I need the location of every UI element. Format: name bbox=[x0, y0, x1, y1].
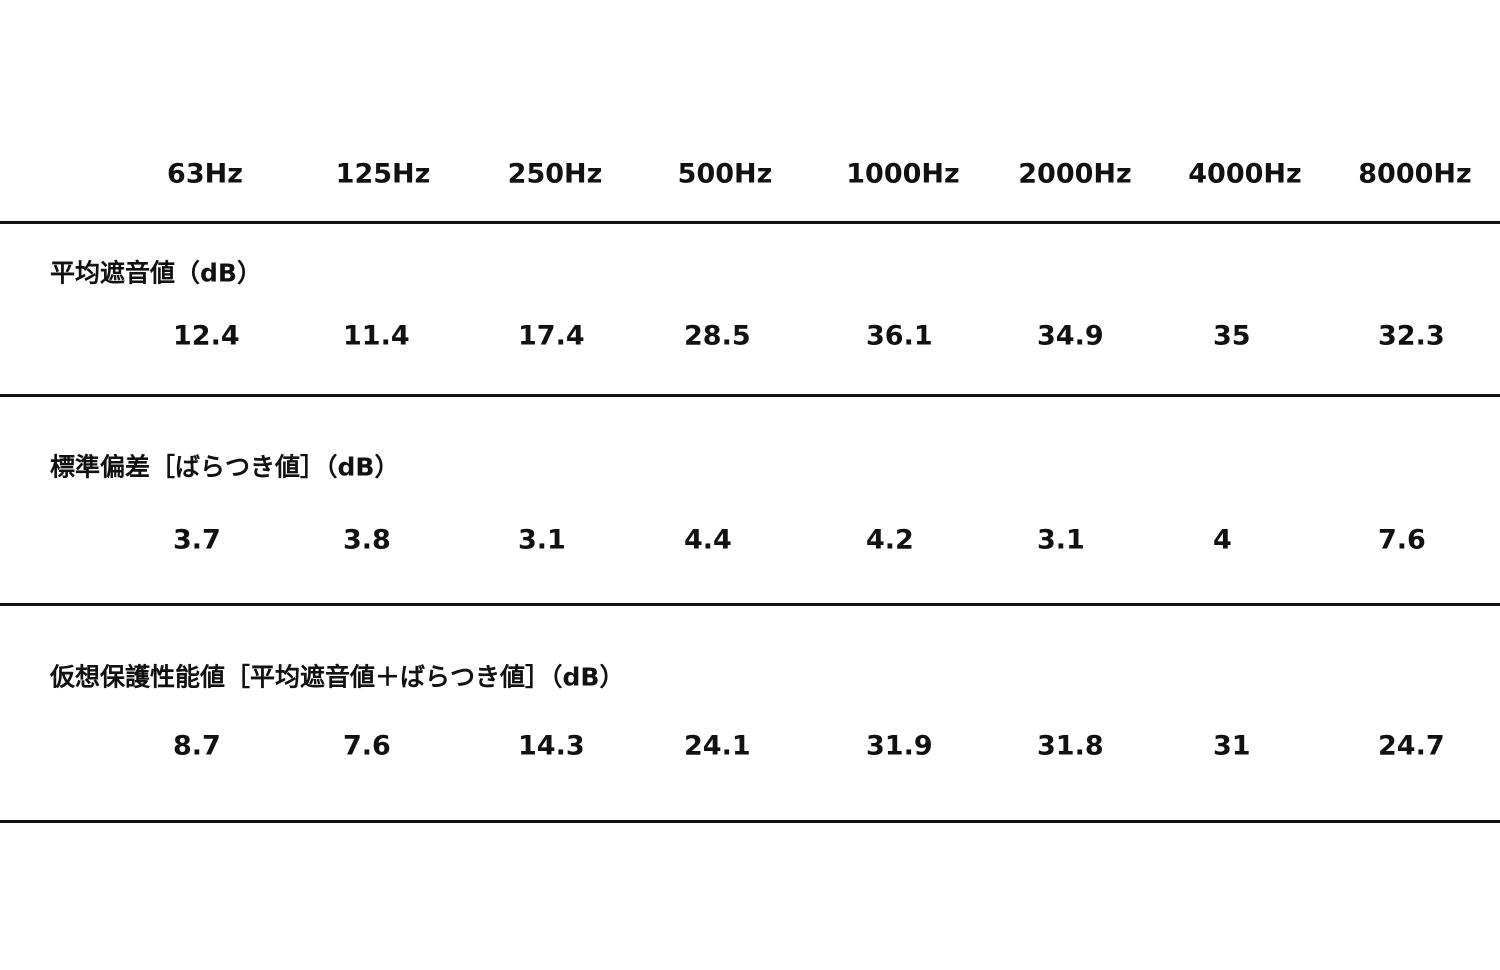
cell-value: 4.2 bbox=[866, 524, 914, 556]
cell-value: 14.3 bbox=[518, 730, 585, 762]
cell-value: 8.7 bbox=[173, 730, 221, 762]
column-header: 8000Hz bbox=[1358, 158, 1472, 190]
column-header: 4000Hz bbox=[1188, 158, 1302, 190]
column-header: 250Hz bbox=[507, 158, 603, 190]
cell-value: 31 bbox=[1213, 730, 1251, 762]
row-label: 標準偏差［ばらつき値］（dB） bbox=[50, 452, 400, 482]
cell-value: 3.8 bbox=[343, 524, 391, 556]
row-label: 平均遮音値（dB） bbox=[50, 258, 262, 288]
cell-value: 4 bbox=[1213, 524, 1232, 556]
cell-value: 24.7 bbox=[1378, 730, 1445, 762]
row-divider bbox=[0, 221, 1500, 224]
cell-value: 12.4 bbox=[173, 320, 240, 352]
column-header: 125Hz bbox=[335, 158, 431, 190]
row-divider bbox=[0, 603, 1500, 606]
cell-value: 11.4 bbox=[343, 320, 410, 352]
cell-value: 32.3 bbox=[1378, 320, 1445, 352]
row-label: 仮想保護性能値［平均遮音値＋ばらつき値］（dB） bbox=[50, 662, 625, 692]
row-divider bbox=[0, 394, 1500, 397]
cell-value: 3.1 bbox=[518, 524, 566, 556]
cell-value: 34.9 bbox=[1037, 320, 1104, 352]
column-header: 500Hz bbox=[677, 158, 773, 190]
column-header: 1000Hz bbox=[846, 158, 960, 190]
cell-value: 7.6 bbox=[1378, 524, 1426, 556]
cell-value: 17.4 bbox=[518, 320, 585, 352]
cell-value: 31.8 bbox=[1037, 730, 1104, 762]
cell-value: 24.1 bbox=[684, 730, 751, 762]
cell-value: 28.5 bbox=[684, 320, 751, 352]
cell-value: 31.9 bbox=[866, 730, 933, 762]
cell-value: 3.7 bbox=[173, 524, 221, 556]
cell-value: 7.6 bbox=[343, 730, 391, 762]
cell-value: 4.4 bbox=[684, 524, 732, 556]
cell-value: 36.1 bbox=[866, 320, 933, 352]
cell-value: 3.1 bbox=[1037, 524, 1085, 556]
column-header: 63Hz bbox=[167, 158, 243, 190]
row-divider bbox=[0, 820, 1500, 823]
column-header: 2000Hz bbox=[1018, 158, 1132, 190]
cell-value: 35 bbox=[1213, 320, 1251, 352]
